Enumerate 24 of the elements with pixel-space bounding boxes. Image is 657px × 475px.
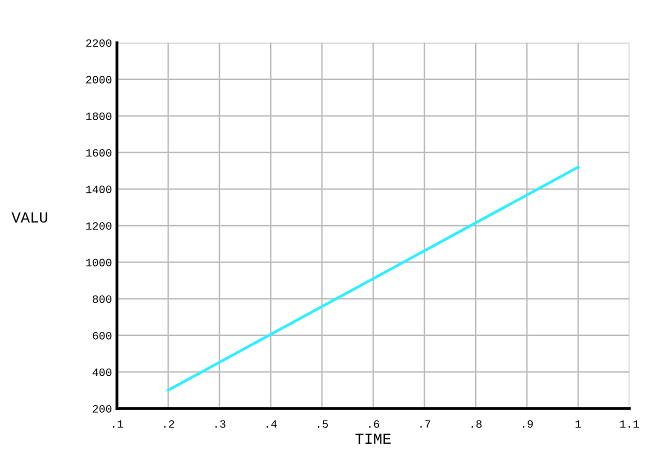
- x-axis-title: TIME: [355, 434, 391, 444]
- x-tick-label: 1: [576, 420, 581, 428]
- x-tick-label: .8: [472, 420, 482, 428]
- y-tick-label: 2200: [86, 39, 112, 47]
- y-tick-label: 2000: [86, 76, 112, 84]
- x-tick-label: .2: [164, 420, 174, 428]
- y-tick-label: 200: [92, 405, 112, 413]
- y-axis-title: VALU: [12, 212, 48, 223]
- x-tick-label: .7: [420, 420, 430, 428]
- x-tick-label: .3: [215, 420, 226, 428]
- y-tick-label: 800: [92, 295, 112, 303]
- y-tick-label: 1800: [86, 112, 112, 120]
- y-tick-label: 1200: [86, 222, 112, 230]
- y-tick-label: 1400: [86, 186, 112, 194]
- y-tick-label: 400: [92, 368, 112, 376]
- x-tick-label: .4: [266, 420, 277, 428]
- y-tick-label: 1000: [86, 258, 112, 266]
- x-tick-label: .1: [112, 420, 124, 428]
- x-tick-label: .9: [522, 420, 533, 428]
- x-tick-label: .5: [318, 420, 328, 428]
- y-tick-label: 600: [92, 332, 112, 340]
- x-tick-label: 1.1: [620, 420, 639, 428]
- x-tick-label: .6: [369, 420, 380, 428]
- y-tick-label: 1600: [86, 149, 112, 157]
